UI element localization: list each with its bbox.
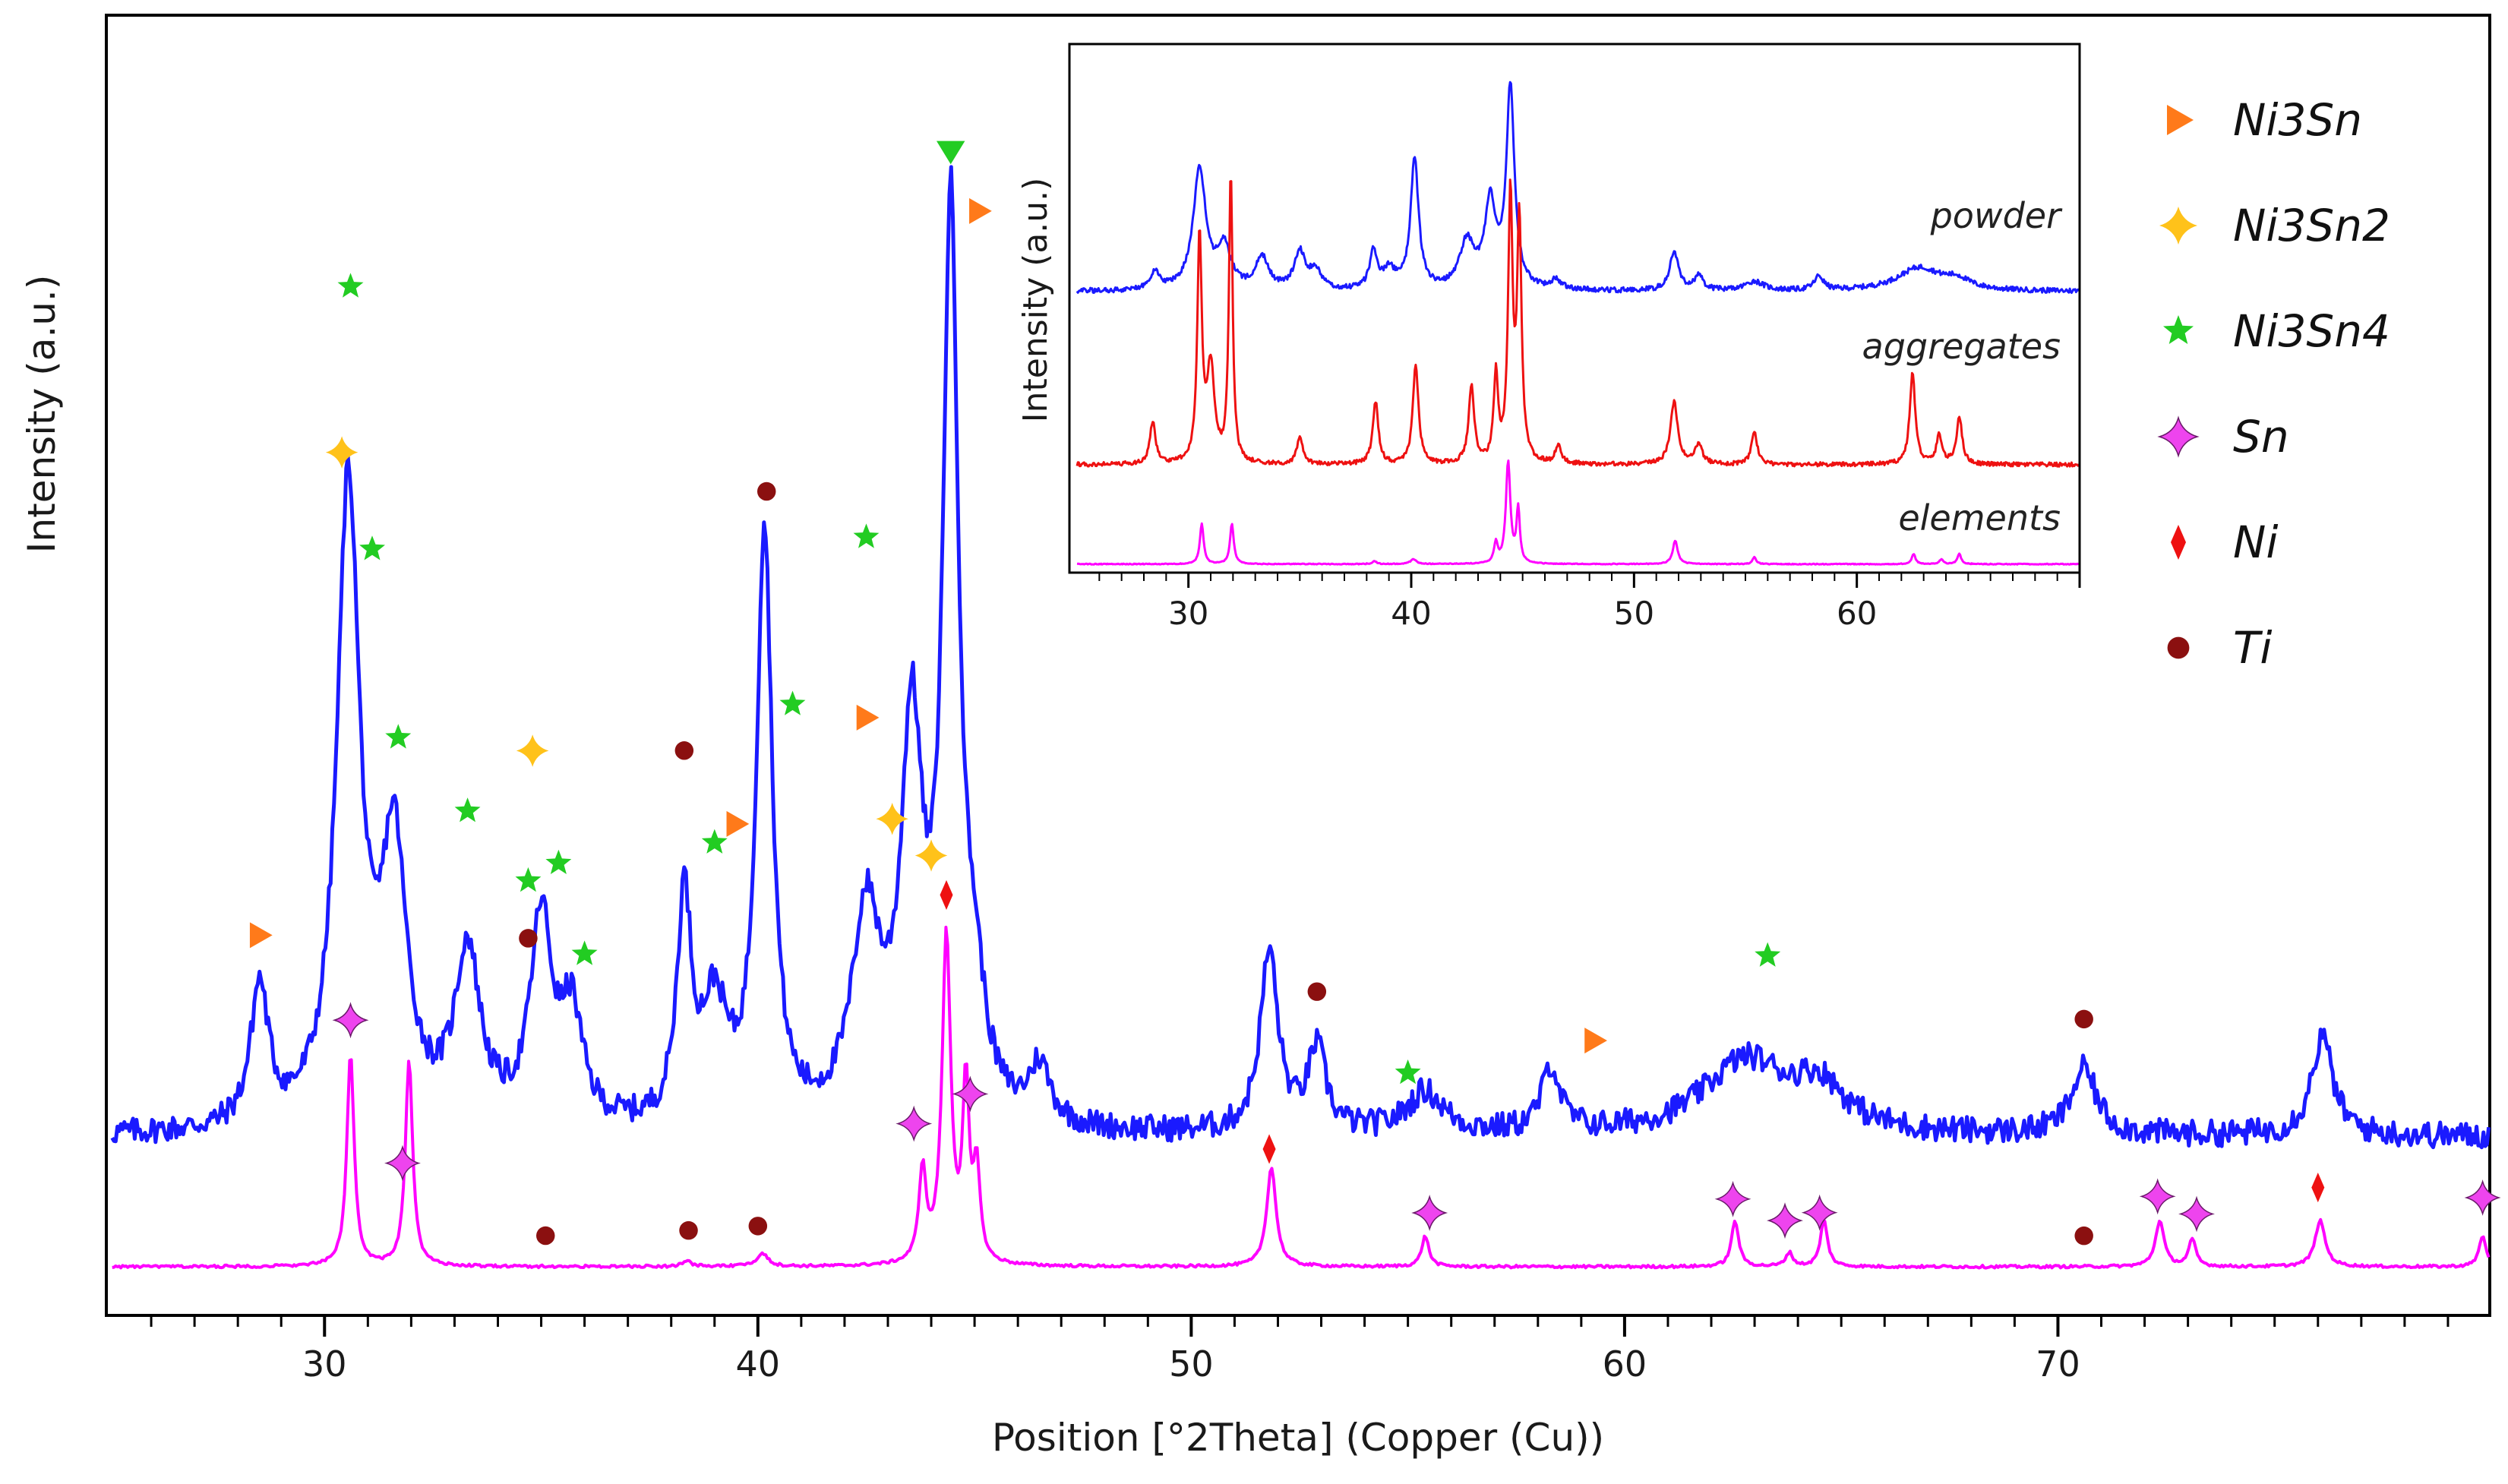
phase-marker-ni3sn4 (853, 523, 880, 548)
phase-marker-ti (679, 1220, 698, 1240)
phase-marker-ni3sn4 (1755, 942, 1781, 967)
phase-marker-ni3sn2 (516, 734, 549, 767)
phase-marker-sn (2178, 1195, 2215, 1233)
legend-label: Ti (2233, 622, 2273, 674)
inset-x-axis-tick-labels: 30 40 50 60 (1168, 595, 1877, 632)
inset-background (1069, 44, 2080, 573)
legend-marker-ni3sn2 (2159, 207, 2197, 245)
phase-marker-ti (519, 929, 538, 948)
phase-marker-ni3sn4 (571, 940, 598, 965)
x-tick-label: 60 (1603, 1343, 1647, 1385)
phase-marker-sn (895, 1105, 933, 1142)
inset-x-axis-ticks (1098, 573, 2081, 588)
phase-marker-sn (952, 1075, 989, 1113)
inset-x-tick-label: 40 (1391, 595, 1431, 632)
main-curves (110, 165, 2491, 1270)
phase-marker-ni3sn4-triangle-down (937, 141, 965, 165)
inset-x-tick-label: 30 (1168, 595, 1208, 632)
phase-marker-ti (1307, 982, 1327, 1001)
phase-marker-sn (332, 1002, 369, 1039)
inset-series-powder (1076, 81, 2080, 294)
phase-marker-ni3sn (726, 810, 750, 837)
phase-marker-ni3sn4 (515, 867, 542, 892)
phase-marker-ti (674, 741, 694, 760)
legend: Ni3Sn Ni3Sn2 Ni3Sn4 Sn Ni Ti (2157, 94, 2390, 674)
legend-marker-ti (2167, 636, 2190, 659)
legend-entry-ni3sn4: Ni3Sn4 (2163, 305, 2390, 357)
series-powder (110, 165, 2491, 1150)
phase-marker-ni3sn2 (876, 802, 908, 835)
x-axis-ticks (150, 1315, 2450, 1337)
legend-label: Ni (2233, 516, 2279, 568)
phase-marker-ni3sn4 (701, 829, 728, 854)
legend-entry-ni3sn: Ni3Sn (2167, 94, 2362, 146)
phase-markers (249, 141, 2501, 1246)
x-axis-label: Position [°2Theta] (Copper (Cu)) (992, 1416, 1604, 1460)
x-tick-label: 30 (302, 1343, 347, 1385)
legend-marker-ni (2171, 525, 2186, 560)
phase-marker-ti (748, 1217, 768, 1236)
inset-series-elements (1076, 459, 2080, 566)
phase-marker-ni3sn (856, 704, 880, 731)
series-elements (112, 925, 2491, 1270)
phase-marker-ni3sn2 (325, 436, 359, 469)
phase-marker-ni3sn4 (779, 690, 806, 715)
phase-marker-ni3sn2 (914, 839, 948, 872)
inset-plot-frame (1068, 43, 2081, 574)
phase-marker-ni3sn (1584, 1028, 1607, 1054)
phase-marker-sn (2464, 1179, 2501, 1216)
x-tick-label: 40 (736, 1343, 781, 1385)
phase-marker-ni3sn (249, 922, 273, 949)
x-tick-label: 70 (2036, 1343, 2080, 1385)
inset-label-aggregates: aggregates (1862, 326, 2061, 367)
phase-marker-ni (1262, 1134, 1276, 1164)
phase-marker-sn (1714, 1180, 1751, 1217)
legend-entry-ti: Ti (2167, 622, 2273, 674)
phase-marker-ti (2074, 1009, 2093, 1029)
inset-curves (1076, 81, 2080, 566)
legend-marker-ni3sn4 (2163, 315, 2194, 344)
phase-marker-ni (2311, 1173, 2325, 1203)
phase-marker-sn (384, 1145, 421, 1182)
phase-marker-sn (1767, 1202, 1803, 1239)
phase-marker-ti (2074, 1226, 2093, 1246)
x-tick-label: 50 (1169, 1343, 1214, 1385)
legend-entry-ni3sn2: Ni3Sn2 (2159, 200, 2390, 251)
legend-entry-ni: Ni (2171, 516, 2279, 568)
phase-marker-ni3sn4 (359, 535, 385, 560)
phase-marker-ni3sn4 (1395, 1059, 1421, 1085)
phase-marker-sn (1411, 1195, 1448, 1231)
legend-label: Ni3Sn (2233, 94, 2362, 146)
legend-entry-sn: Sn (2157, 411, 2289, 463)
phase-marker-ni3sn4 (454, 797, 481, 823)
inset-series-aggregates (1076, 178, 2080, 468)
phase-marker-ni3sn4 (385, 724, 412, 749)
phase-marker-ni3sn4 (545, 849, 572, 874)
legend-label: Sn (2233, 411, 2289, 463)
phase-marker-ni (940, 879, 953, 910)
phase-marker-sn (1801, 1194, 1838, 1231)
main-plot-frame (105, 14, 2491, 1317)
legend-marker-ni3sn (2167, 105, 2194, 135)
phase-marker-ni3sn (969, 197, 992, 224)
inset-label-elements: elements (1898, 497, 2061, 538)
legend-label: Ni3Sn2 (2233, 200, 2390, 251)
legend-label: Ni3Sn4 (2233, 305, 2390, 357)
phase-marker-ti (757, 482, 776, 501)
phase-marker-ti (536, 1226, 555, 1246)
y-axis-label: Intensity (a.u.) (20, 275, 64, 554)
x-axis-tick-labels: 30 40 50 60 70 (302, 1343, 2080, 1385)
inset-y-axis-label: Intensity (a.u.) (1016, 178, 1055, 423)
inset-x-tick-label: 60 (1837, 595, 1877, 632)
inset-x-tick-label: 50 (1614, 595, 1654, 632)
phase-marker-sn (2139, 1178, 2176, 1215)
inset-label-powder: powder (1930, 195, 2063, 236)
legend-marker-sn (2157, 415, 2200, 458)
phase-marker-ni3sn4 (337, 273, 364, 298)
